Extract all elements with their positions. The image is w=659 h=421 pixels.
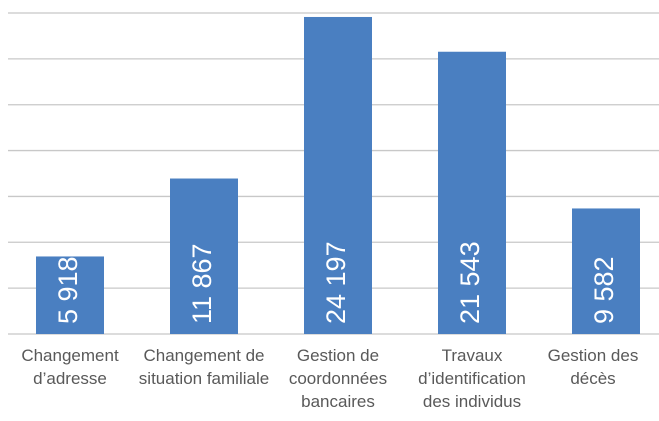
value-label: 11 867 xyxy=(187,243,217,324)
x-tick-label: Gestion de coordonnées bancaires xyxy=(288,346,388,411)
x-tick-label: Travaux d’identification des individus xyxy=(418,346,526,411)
value-label: 9 582 xyxy=(589,256,619,324)
value-label: 5 918 xyxy=(53,256,83,324)
value-label: 21 543 xyxy=(455,241,485,324)
x-tick-label: Changement d’adresse xyxy=(21,346,119,388)
bar xyxy=(36,256,104,334)
bar xyxy=(304,16,372,335)
x-tick-label: Gestion des décès xyxy=(547,346,639,388)
x-tick-label: Changement de situation familiale xyxy=(138,346,270,388)
value-label: 24 197 xyxy=(321,241,351,324)
bar xyxy=(572,208,640,334)
bar xyxy=(170,178,238,334)
bar xyxy=(438,51,506,334)
